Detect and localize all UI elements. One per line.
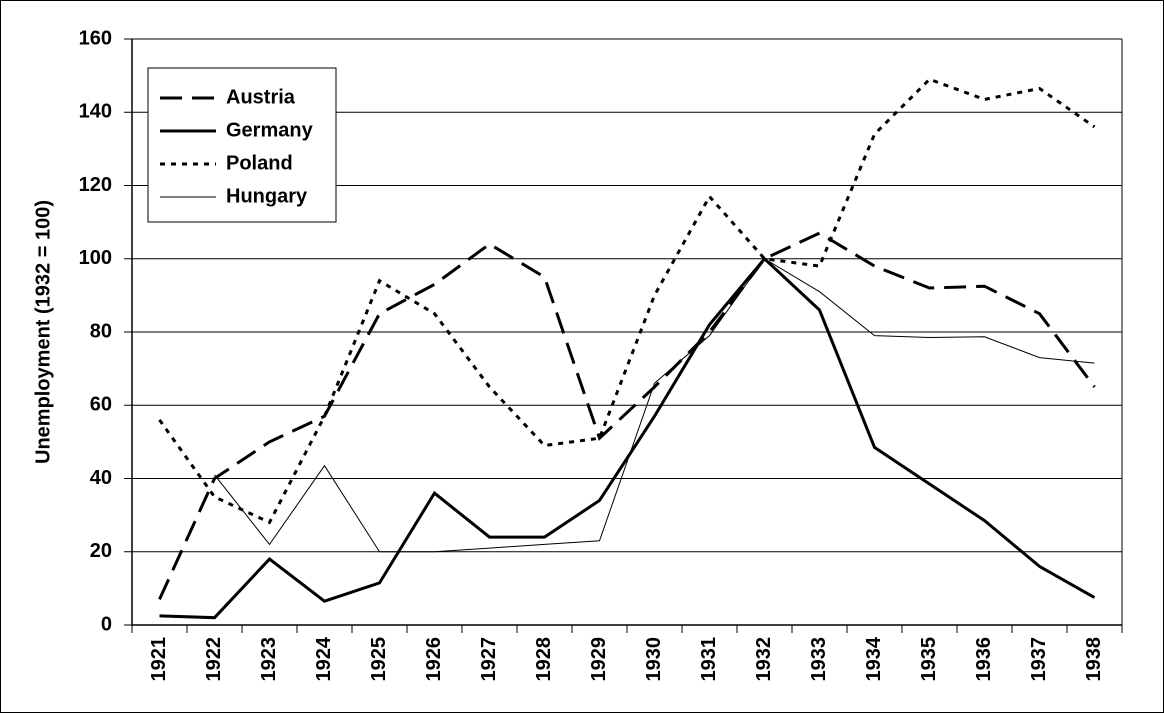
y-tick-label: 0 [101,613,112,635]
x-tick-label: 1927 [478,637,500,682]
y-tick-label: 160 [79,27,112,49]
y-tick-label: 120 [79,174,112,196]
y-axis-label: Unemployment (1932 = 100) [32,200,54,464]
x-tick-label: 1936 [973,637,995,682]
x-tick-label: 1921 [148,637,170,682]
series-line [158,231,1096,600]
x-tick-label: 1933 [808,637,830,682]
x-tick-label: 1937 [1028,637,1050,682]
series-line [158,77,1096,525]
y-tick-label: 60 [90,394,112,416]
x-tick-label: 1934 [863,636,885,681]
x-tick-label: 1924 [313,636,335,681]
x-tick-label: 1938 [1083,637,1105,682]
x-tick-label: 1932 [753,637,775,682]
x-tick-label: 1931 [698,637,720,682]
legend-label: Poland [226,152,293,174]
x-tick-label: 1923 [258,637,280,682]
y-tick-label: 40 [90,467,112,489]
y-tick-label: 20 [90,540,112,562]
x-tick-label: 1926 [423,637,445,682]
legend-box [147,67,337,223]
x-tick-label: 1925 [368,637,390,682]
series-line [214,258,1095,553]
legend-label: Austria [226,86,296,108]
x-tick-label: 1922 [203,637,225,682]
legend-label: Hungary [226,185,308,207]
x-tick-label: 1928 [533,637,555,682]
y-tick-label: 80 [90,320,112,342]
y-tick-label: 140 [79,101,112,123]
y-tick-label: 100 [79,247,112,269]
x-tick-label: 1935 [918,637,940,682]
x-tick-label: 1930 [643,637,665,682]
x-tick-label: 1929 [588,637,610,682]
legend-label: Germany [226,119,314,141]
series-line [159,256,1096,620]
